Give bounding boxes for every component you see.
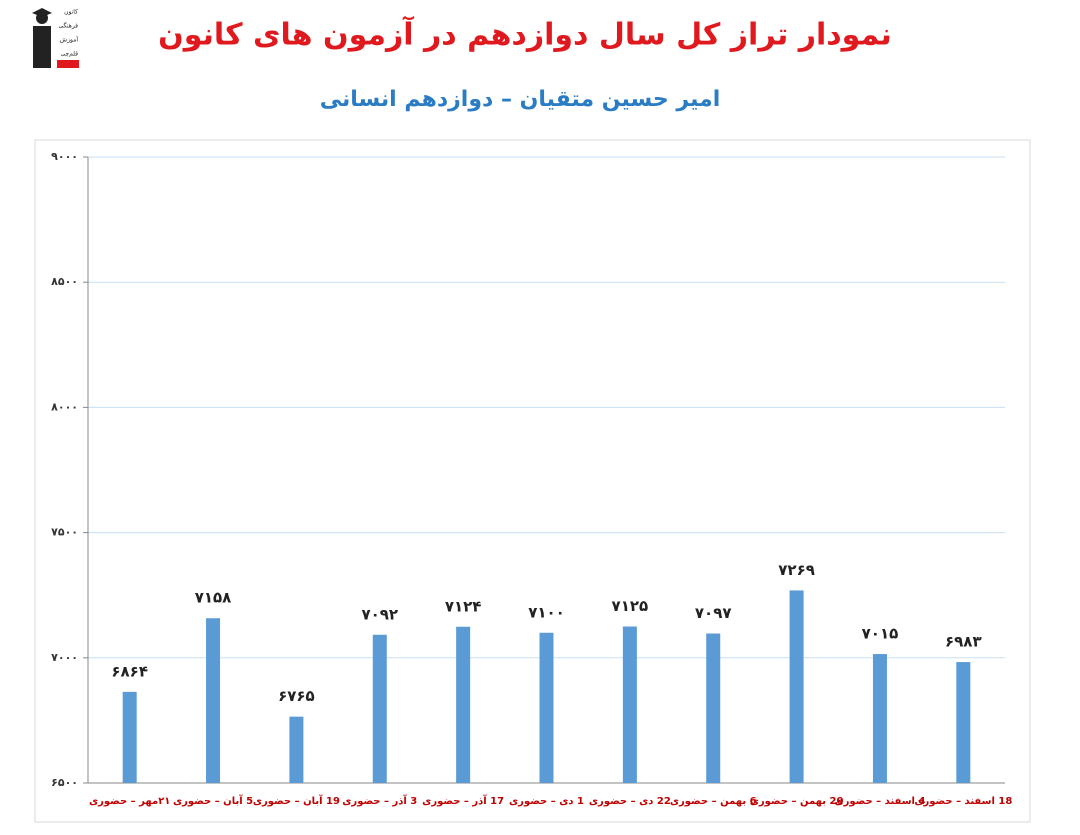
- x-tick-label: ۲۱مهر – حضوری: [89, 796, 170, 807]
- chart-title: نمودار تراز کل سال دوازدهم در آزمون های …: [158, 16, 892, 53]
- value-label: ۶۷۶۵: [278, 687, 315, 705]
- y-tick-label: ۶۵۰۰: [51, 776, 78, 789]
- x-tick-label: 22 دی – حضوری: [589, 796, 671, 807]
- logo-cap: [32, 8, 52, 17]
- bar: [539, 632, 554, 783]
- logo-tag: [57, 60, 79, 68]
- value-label: ۷۱۰۰: [528, 603, 565, 621]
- value-label: ۷۲۶۹: [778, 561, 815, 579]
- y-tick-label: ۷۰۰۰: [51, 651, 78, 664]
- x-tick-label: 18 اسفند – حضوری: [914, 796, 1012, 807]
- value-label: ۷۱۲۵: [612, 597, 649, 615]
- y-tick-label: ۸۰۰۰: [51, 400, 78, 413]
- chart-subtitle: امیر حسین متقیان – دوازدهم انسانی: [320, 87, 721, 112]
- bar: [706, 633, 721, 783]
- plot-frame: [34, 139, 1031, 823]
- x-tick-label: 19 آبان – حضوری: [253, 794, 340, 807]
- value-label: ۷۱۲۴: [445, 597, 482, 615]
- logo-body: [33, 26, 51, 68]
- y-tick-label: ۷۵۰۰: [51, 526, 78, 539]
- logo-text: قلم‌چی: [60, 51, 78, 58]
- bar: [289, 716, 304, 783]
- value-label: ۶۸۶۴: [111, 662, 148, 680]
- bar: [206, 618, 221, 783]
- bar: [372, 634, 387, 783]
- y-tick-label: ۹۰۰۰: [51, 150, 78, 163]
- logo-text: فرهنگی: [59, 22, 79, 30]
- value-label: ۷۰۱۵: [862, 625, 899, 643]
- bar: [789, 590, 804, 783]
- value-label: ۶۹۸۳: [945, 633, 982, 651]
- x-tick-label: 6 بهمن – حضوری: [670, 796, 757, 807]
- value-label: ۷۰۹۷: [695, 604, 732, 622]
- x-tick-label: 1 دی – حضوری: [509, 796, 584, 807]
- x-tick-label: 17 آذر – حضوری: [422, 794, 504, 807]
- value-label: ۷۱۵۸: [195, 589, 232, 607]
- x-tick-label: 3 آذر – حضوری: [342, 794, 417, 807]
- bar: [456, 626, 471, 783]
- bar: [872, 654, 887, 783]
- logo-text: آموزش: [60, 35, 79, 44]
- bar: [122, 691, 137, 783]
- y-tick-label: ۸۵۰۰: [51, 275, 78, 288]
- x-tick-label: 5 آبان – حضوری: [173, 794, 253, 807]
- logo-text: کانون: [64, 9, 78, 16]
- x-tick-label: 4 اسفند – حضوری: [834, 796, 925, 807]
- bar: [956, 662, 971, 783]
- value-label: ۷۰۹۲: [361, 605, 398, 623]
- logo: [30, 8, 80, 70]
- x-tick-label: 20 بهمن – حضوری: [750, 796, 844, 807]
- bar: [622, 626, 637, 783]
